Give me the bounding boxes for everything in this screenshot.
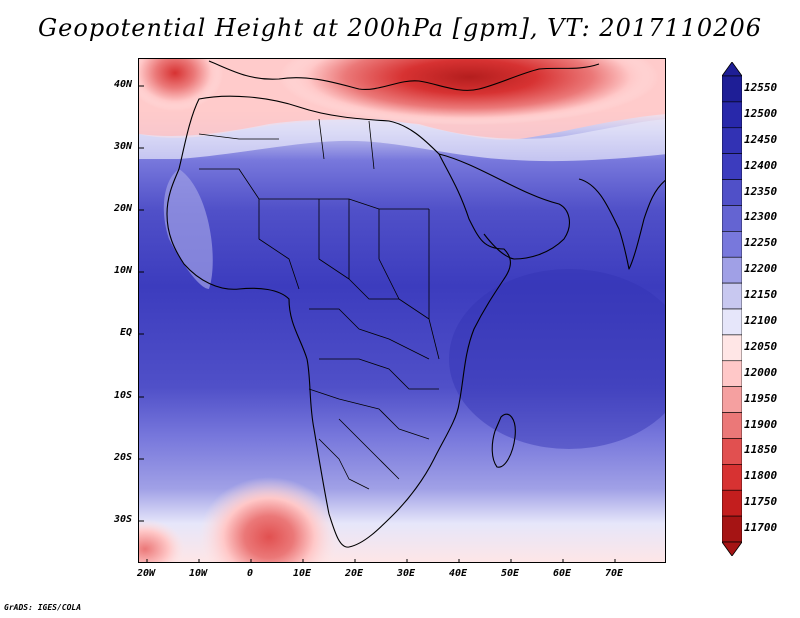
high-s — [199, 477, 339, 562]
madagascar — [491, 413, 516, 468]
colorbar-level-label: 12250 — [744, 236, 778, 250]
colorbar-swatch — [722, 360, 742, 387]
lon-label-10w: 10W — [188, 568, 208, 579]
lat-label-10s: 10S — [113, 390, 132, 401]
colorbar-swatch — [722, 515, 742, 543]
europe-coast — [208, 60, 600, 91]
colorbar-level-label: 12550 — [744, 80, 778, 94]
lat-label-30s: 30S — [113, 514, 132, 525]
colorbar-level-label: 12500 — [744, 106, 778, 120]
colorbar-level-label: 12000 — [744, 365, 778, 379]
lon-label-10e: 10E — [292, 568, 312, 579]
sahara-tongue — [163, 169, 213, 289]
arabia-coast — [438, 153, 570, 260]
india-coast — [578, 178, 665, 270]
map-title: Geopotential Height at 200hPa [gpm], VT:… — [38, 14, 762, 42]
colorbar-level-label: 11800 — [744, 469, 778, 483]
internal-borders — [198, 118, 440, 490]
colorbar-swatch — [722, 438, 742, 465]
colorbar-level-label: 12450 — [744, 132, 778, 146]
lon-label-0: 0 — [246, 568, 254, 579]
high-ne — [279, 59, 659, 125]
lon-label-50e: 50E — [500, 568, 520, 579]
colorbar-level-label: 11950 — [744, 391, 778, 405]
colorbar-level-label: 12200 — [744, 262, 778, 276]
lat-label-30n: 30N — [113, 141, 132, 152]
colorbar-swatch — [722, 127, 742, 154]
lon-label-20e: 20E — [344, 568, 364, 579]
colorbar-bottom-arrow — [722, 541, 742, 556]
map-panel[interactable] — [138, 58, 666, 563]
colorbar-swatch — [722, 256, 742, 284]
colorbar-level-label: 12300 — [744, 210, 778, 224]
high-sw — [139, 519, 185, 562]
colorbar-level-label: 11700 — [744, 521, 778, 535]
colorbar-level-label: 11750 — [744, 495, 778, 509]
colorbar — [722, 62, 742, 556]
lon-label-30e: 30E — [396, 568, 416, 579]
lon-label-70e: 70E — [604, 568, 624, 579]
colorbar-level-label: 11850 — [744, 443, 778, 457]
colorbar-swatch — [722, 334, 742, 362]
lon-label-20w: 20W — [136, 568, 156, 579]
colorbar-swatch — [722, 75, 742, 103]
height-field-map — [139, 59, 665, 562]
colorbar-swatch — [722, 231, 742, 258]
colorbar-swatch — [722, 282, 742, 310]
colorbar-level-label: 11900 — [744, 417, 778, 431]
lat-label-20s: 20S — [113, 452, 132, 463]
coastlines-borders — [166, 60, 665, 548]
colorbar-swatch — [722, 308, 742, 336]
colorbar-swatch — [722, 153, 742, 180]
lat-label-40n: 40N — [113, 79, 132, 90]
colorbar-swatch — [722, 489, 742, 517]
colorbar-swatch — [722, 464, 742, 491]
colorbar-swatch — [722, 101, 742, 129]
northern-light-band — [139, 119, 665, 162]
colorbar-level-label: 12400 — [744, 158, 778, 172]
lon-label-40e: 40E — [448, 568, 468, 579]
colorbar-level-label: 12100 — [744, 313, 778, 327]
colorbar-level-label: 12350 — [744, 184, 778, 198]
colorbar-swatch — [722, 386, 742, 413]
colorbar-swatch — [722, 179, 742, 206]
lat-label-10n: 10N — [113, 265, 132, 276]
grads-credit: GrADS: IGES/COLA — [4, 603, 82, 612]
colorbar-top-arrow — [722, 62, 742, 77]
colorbar-level-label: 12150 — [744, 288, 778, 302]
colorbar-level-label: 12050 — [744, 339, 778, 353]
colorbar-swatch — [722, 205, 742, 232]
lon-label-60e: 60E — [552, 568, 572, 579]
low-east-cell — [449, 269, 665, 449]
lat-label-20n: 20N — [113, 203, 132, 214]
colorbar-swatch — [722, 412, 742, 439]
grid-ticks — [139, 85, 616, 562]
lat-label-eq: EQ — [119, 327, 132, 338]
